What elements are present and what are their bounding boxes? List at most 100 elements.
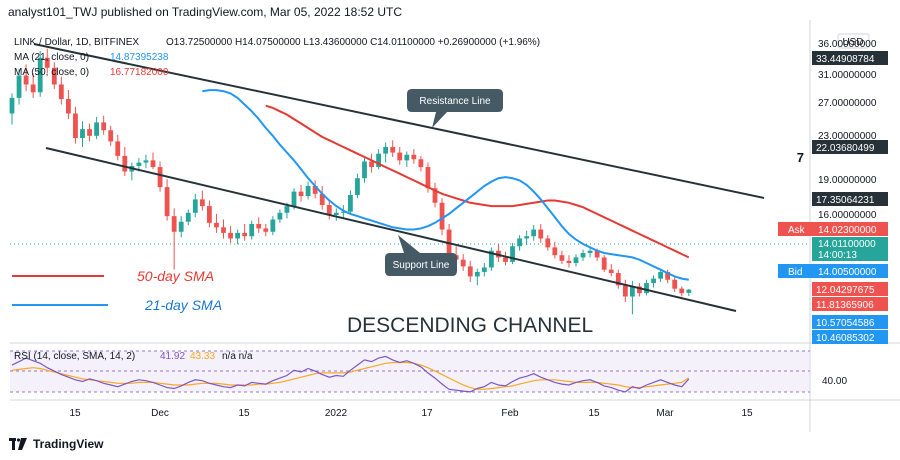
time-tick-9: 15 bbox=[741, 408, 753, 419]
candle-body bbox=[524, 236, 530, 239]
tradingview-logo[interactable]: TradingView bbox=[9, 437, 103, 451]
candle-body bbox=[333, 212, 339, 216]
low-tag-4 bbox=[812, 330, 888, 344]
candle-body bbox=[390, 146, 396, 153]
candle-body bbox=[383, 146, 389, 154]
candle-body bbox=[199, 199, 205, 207]
main-plot-area[interactable] bbox=[10, 20, 810, 343]
candle-body bbox=[510, 246, 515, 262]
candle-body bbox=[23, 75, 29, 85]
ma-tag-mid bbox=[812, 140, 888, 154]
time-axis[interactable]: 15 Dec 15 2022 17 Feb 15 Mar 15 bbox=[69, 408, 753, 419]
bid-tag bbox=[778, 264, 888, 278]
candle-body bbox=[474, 271, 480, 277]
ma-tag-low bbox=[812, 192, 888, 206]
candle-body bbox=[319, 193, 325, 205]
candle-body bbox=[594, 250, 600, 258]
time-tick-1: 15 bbox=[69, 408, 81, 419]
low-tag-3 bbox=[812, 315, 888, 329]
price-axis[interactable]: USD 36.00000000 31.00000000 27.00000000 … bbox=[778, 33, 888, 387]
price-tick-6: 16.00000000 bbox=[818, 210, 877, 221]
candle-body bbox=[467, 266, 473, 277]
candle-body bbox=[249, 223, 255, 237]
rsi-legend-label: RSI (14, close, SMA, 14, 2) bbox=[14, 351, 135, 362]
last-price-value: 14.01100000 bbox=[818, 239, 876, 250]
low-tag-1 bbox=[812, 282, 888, 296]
candle-body bbox=[242, 232, 248, 237]
candle-body bbox=[355, 178, 360, 195]
candle-body bbox=[362, 161, 367, 179]
support-callout-label: Support Line bbox=[393, 260, 450, 271]
bid-label: Bid bbox=[788, 267, 802, 278]
candle-body bbox=[235, 232, 240, 239]
legend-ma21-label: MA (21, close, 0) bbox=[14, 52, 89, 63]
candle-body bbox=[608, 269, 614, 274]
candle-body bbox=[16, 75, 22, 98]
currency-badge[interactable] bbox=[837, 33, 870, 49]
candle-body bbox=[573, 257, 579, 264]
rsi-line bbox=[11, 355, 690, 393]
candle-body bbox=[418, 159, 424, 168]
ask-tag bbox=[778, 222, 888, 236]
candle-body bbox=[312, 186, 318, 194]
candle-body bbox=[348, 194, 353, 212]
candle-body bbox=[340, 211, 346, 213]
candle-body bbox=[143, 160, 149, 163]
time-tick-8: Mar bbox=[656, 408, 674, 419]
candle-body bbox=[80, 129, 85, 139]
candle-body bbox=[122, 155, 128, 172]
candle-body bbox=[58, 84, 64, 99]
candle-body bbox=[425, 167, 431, 189]
time-tick-4: 2022 bbox=[325, 408, 348, 419]
candle-body bbox=[538, 229, 544, 239]
candle-body bbox=[376, 153, 381, 168]
time-tick-3: 15 bbox=[238, 408, 250, 419]
candle-body bbox=[665, 271, 671, 280]
candle-body bbox=[326, 204, 332, 216]
candle-body bbox=[672, 279, 678, 289]
candle-body bbox=[30, 84, 36, 93]
candle-body bbox=[432, 188, 438, 203]
candle-body bbox=[115, 141, 121, 156]
candle-body bbox=[651, 278, 656, 284]
candle-body bbox=[298, 191, 304, 197]
currency-label: USD bbox=[842, 37, 863, 48]
candle-body bbox=[503, 257, 508, 262]
candle-body bbox=[66, 98, 71, 114]
candle-body bbox=[686, 289, 692, 293]
candle-body bbox=[460, 259, 466, 267]
candle-body bbox=[73, 113, 78, 139]
bar-countdown: 14:00:13 bbox=[818, 250, 857, 261]
tradingview-brand: TradingView bbox=[33, 437, 104, 451]
candle-body bbox=[136, 162, 142, 166]
candle-body bbox=[87, 129, 92, 136]
candle-body bbox=[192, 199, 198, 213]
support-channel-line bbox=[45, 147, 737, 312]
candle-body bbox=[164, 187, 170, 217]
candle-body bbox=[256, 223, 262, 229]
candle-body bbox=[439, 202, 445, 230]
ma-tag-top-value: 33.44908784 bbox=[816, 54, 875, 65]
time-tick-5: 17 bbox=[421, 408, 433, 419]
candle-body bbox=[207, 206, 212, 223]
low-tag-3-value: 10.57054586 bbox=[816, 318, 875, 329]
candle-body bbox=[44, 57, 50, 68]
candle-body bbox=[637, 286, 642, 294]
candle-body bbox=[601, 257, 607, 270]
candle-body bbox=[108, 130, 114, 142]
ask-value: 14.02300000 bbox=[818, 225, 877, 236]
low-tag-2 bbox=[812, 297, 888, 311]
candle-body bbox=[404, 154, 410, 161]
candle-body bbox=[644, 283, 649, 294]
candle-body bbox=[51, 67, 57, 85]
candle-body bbox=[277, 212, 283, 220]
price-tick-4: 23.00000000 bbox=[818, 131, 877, 142]
ma-tag-top bbox=[812, 51, 888, 65]
candle-body bbox=[545, 238, 551, 248]
legend-ma21-value: 14.87395238 bbox=[110, 52, 169, 63]
ma-tag-mid-value: 22.03680499 bbox=[816, 143, 875, 154]
candle-body bbox=[517, 238, 522, 247]
candle-body bbox=[214, 222, 219, 228]
price-tick-3: 27.00000000 bbox=[818, 98, 877, 109]
